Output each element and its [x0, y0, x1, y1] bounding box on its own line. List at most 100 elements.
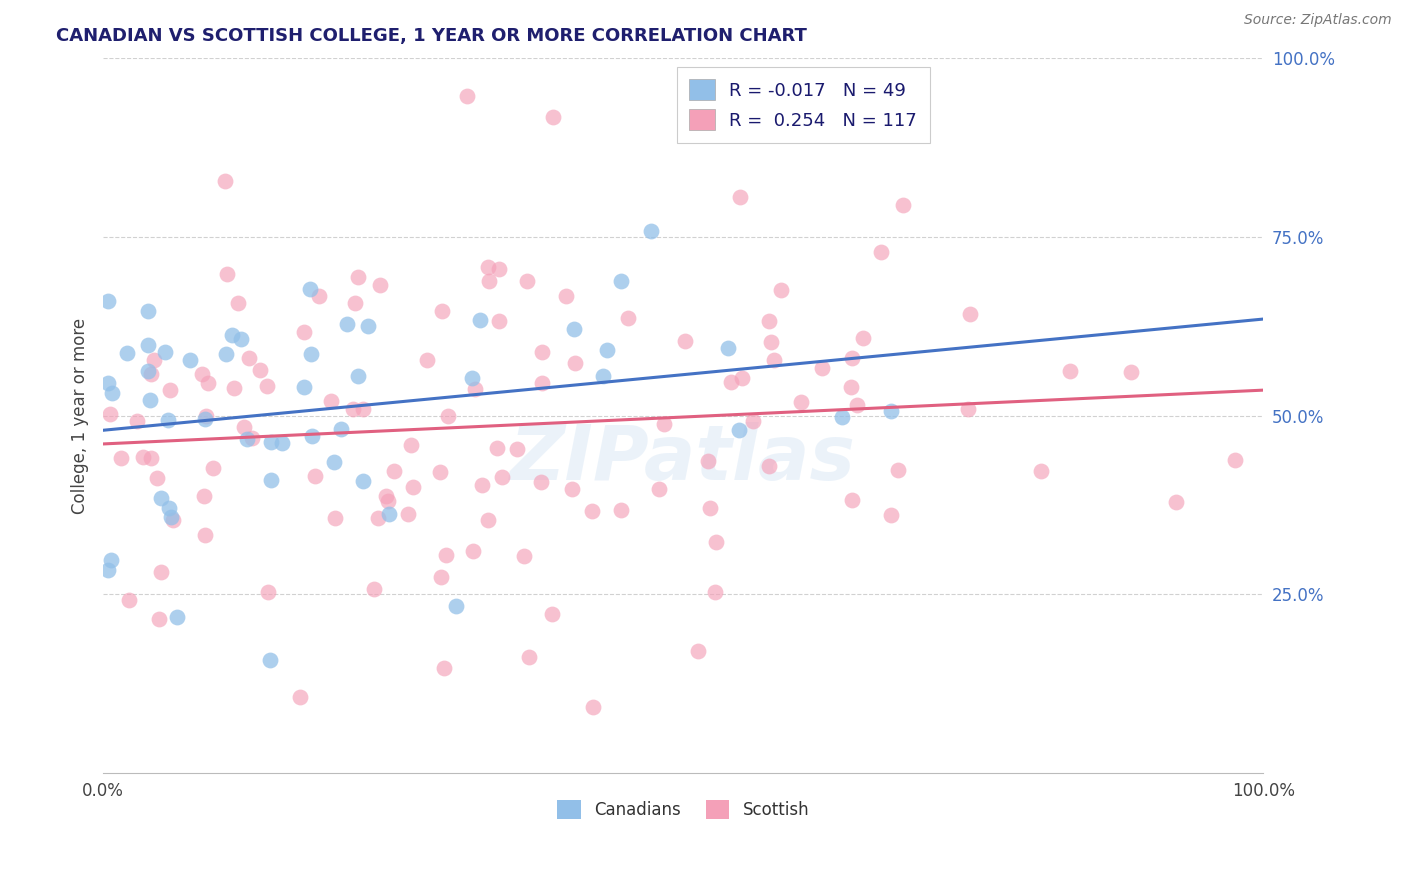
Point — [488, 313, 510, 327]
Point — [839, 380, 862, 394]
Point — [292, 325, 315, 339]
Point — [470, 313, 492, 327]
Point — [347, 368, 370, 383]
Point — [229, 332, 252, 346]
Point — [399, 438, 422, 452]
Point — [236, 432, 259, 446]
Point — [564, 356, 586, 370]
Text: ZIPatlas: ZIPatlas — [510, 422, 856, 495]
Point — [541, 111, 564, 125]
Point — [214, 174, 236, 188]
Point — [513, 549, 536, 564]
Point — [437, 409, 460, 423]
Point — [194, 409, 217, 423]
Point — [870, 245, 893, 260]
Point — [257, 585, 280, 599]
Point — [959, 307, 981, 321]
Point — [304, 469, 326, 483]
Point — [299, 347, 322, 361]
Point — [434, 549, 457, 563]
Point — [477, 260, 499, 274]
Point — [416, 353, 439, 368]
Point — [1059, 364, 1081, 378]
Point — [727, 423, 749, 437]
Point — [461, 371, 484, 385]
Point — [845, 398, 868, 412]
Point — [301, 429, 323, 443]
Point — [704, 585, 727, 599]
Point — [530, 376, 553, 391]
Point — [471, 478, 494, 492]
Point — [222, 381, 245, 395]
Point — [582, 700, 605, 714]
Point — [720, 376, 742, 390]
Text: CANADIAN VS SCOTTISH COLLEGE, 1 YEAR OR MORE CORRELATION CHART: CANADIAN VS SCOTTISH COLLEGE, 1 YEAR OR … — [56, 27, 807, 45]
Point — [378, 507, 401, 521]
Point — [697, 454, 720, 468]
Point — [194, 412, 217, 426]
Point — [363, 582, 385, 596]
Point — [101, 385, 124, 400]
Point — [115, 346, 138, 360]
Point — [98, 407, 121, 421]
Point — [110, 451, 132, 466]
Point — [1031, 464, 1053, 478]
Point — [617, 310, 640, 325]
Point — [193, 489, 215, 503]
Point — [162, 513, 184, 527]
Point — [562, 322, 585, 336]
Point — [790, 395, 813, 409]
Point — [530, 475, 553, 489]
Point — [652, 417, 675, 431]
Point — [491, 469, 513, 483]
Point — [880, 508, 903, 523]
Point — [323, 510, 346, 524]
Point — [308, 289, 330, 303]
Point — [136, 304, 159, 318]
Point — [433, 660, 456, 674]
Point — [217, 268, 239, 282]
Text: Source: ZipAtlas.com: Source: ZipAtlas.com — [1244, 13, 1392, 28]
Point — [1166, 495, 1188, 509]
Point — [444, 599, 467, 614]
Point — [1119, 365, 1142, 379]
Point — [592, 369, 614, 384]
Point — [758, 459, 780, 474]
Point — [321, 393, 343, 408]
Point — [157, 500, 180, 515]
Point — [201, 460, 224, 475]
Point — [516, 274, 538, 288]
Point — [730, 190, 752, 204]
Point — [368, 278, 391, 293]
Point — [118, 593, 141, 607]
Point — [329, 422, 352, 436]
Point — [336, 317, 359, 331]
Point — [699, 500, 721, 515]
Point — [893, 198, 915, 212]
Point — [226, 296, 249, 310]
Point — [194, 528, 217, 542]
Point — [97, 563, 120, 577]
Point — [157, 413, 180, 427]
Point — [259, 653, 281, 667]
Point — [464, 382, 486, 396]
Point — [429, 465, 451, 479]
Point — [478, 274, 501, 288]
Point — [731, 371, 754, 385]
Point — [150, 565, 173, 579]
Point — [240, 432, 263, 446]
Point — [581, 504, 603, 518]
Point — [357, 319, 380, 334]
Point — [292, 380, 315, 394]
Point — [214, 347, 236, 361]
Point — [686, 644, 709, 658]
Point — [382, 464, 405, 478]
Point — [141, 368, 163, 382]
Point — [841, 351, 863, 366]
Point — [763, 353, 786, 368]
Point — [352, 474, 374, 488]
Point — [456, 89, 478, 103]
Point — [430, 570, 453, 584]
Point — [610, 503, 633, 517]
Point — [288, 690, 311, 705]
